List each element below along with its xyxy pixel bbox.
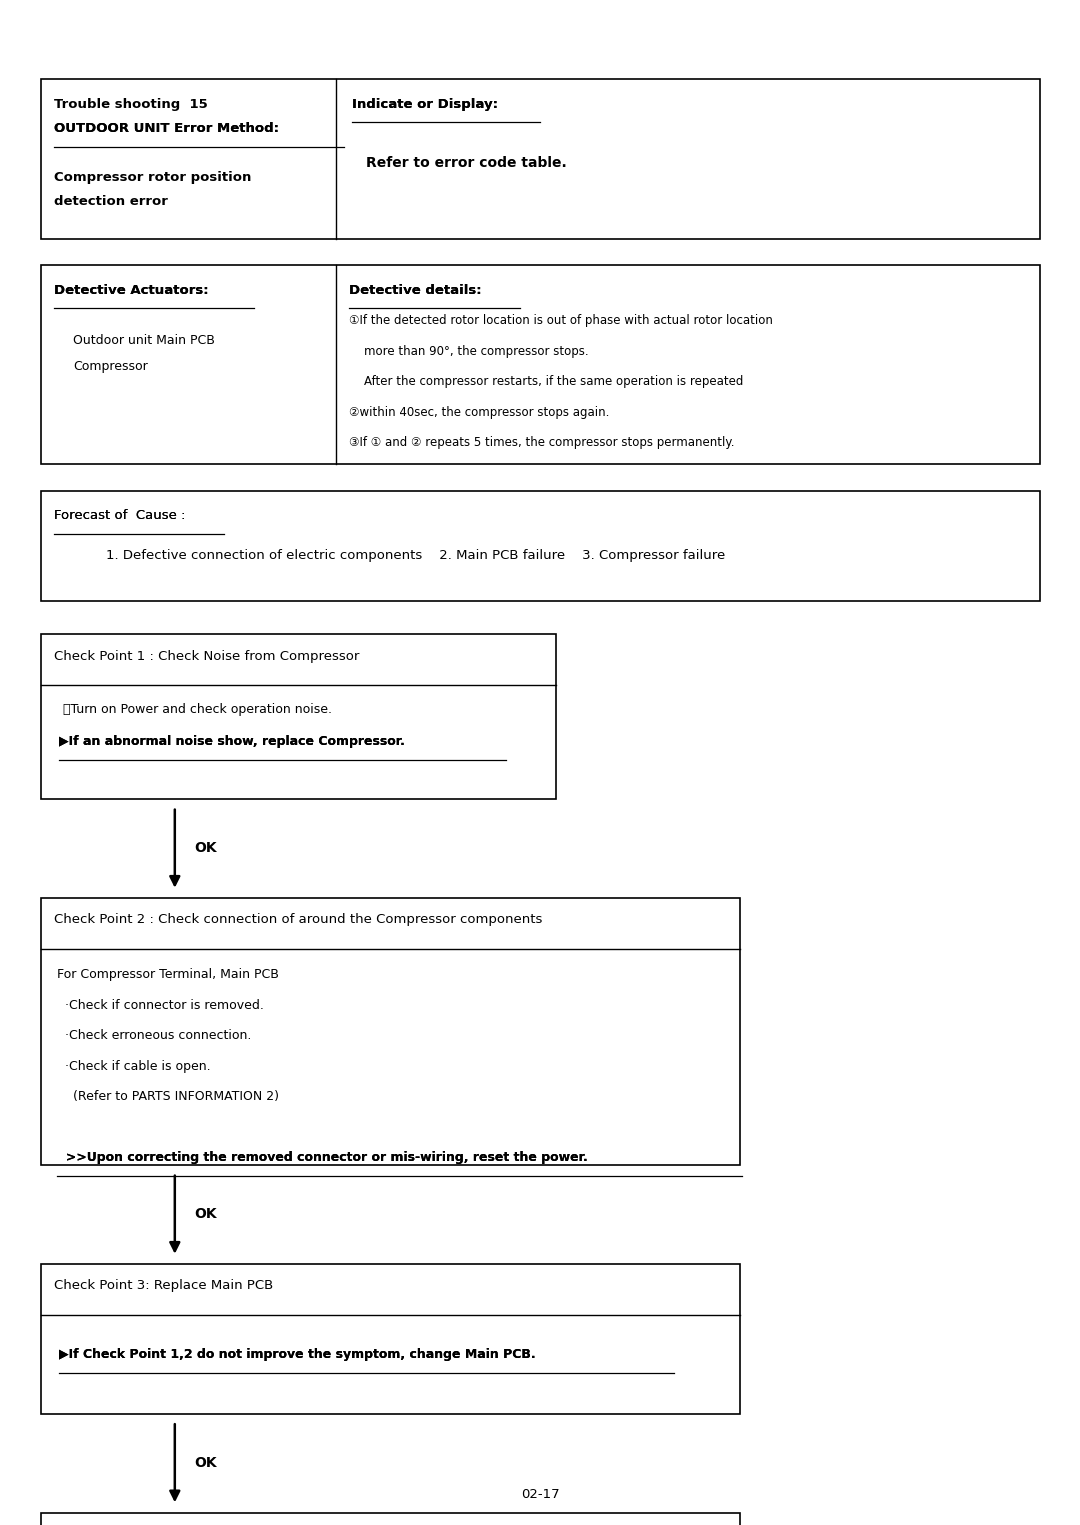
Text: ·Check if connector is removed.: ·Check if connector is removed.: [57, 999, 265, 1013]
Text: (Refer to PARTS INFORMATION 2): (Refer to PARTS INFORMATION 2): [57, 1090, 280, 1104]
Text: ·Check erroneous connection.: ·Check erroneous connection.: [57, 1029, 252, 1043]
Text: Check Point 2 : Check connection of around the Compressor components: Check Point 2 : Check connection of arou…: [54, 913, 542, 927]
Text: ③If ① and ② repeats 5 times, the compressor stops permanently.: ③If ① and ② repeats 5 times, the compres…: [349, 436, 734, 450]
Text: OUTDOOR UNIT Error Method:: OUTDOOR UNIT Error Method:: [54, 122, 279, 136]
Bar: [41, 898, 741, 1165]
Text: OK: OK: [194, 1455, 217, 1470]
Text: >>Upon correcting the removed connector or mis-wiring, reset the power.: >>Upon correcting the removed connector …: [57, 1151, 588, 1165]
Text: ▶If Check Point 1,2 do not improve the symptom, change Main PCB.: ▶If Check Point 1,2 do not improve the s…: [59, 1348, 536, 1362]
Text: Detective Actuators:: Detective Actuators:: [54, 284, 208, 297]
Text: Forecast of  Cause :: Forecast of Cause :: [54, 509, 186, 523]
Text: 02-17: 02-17: [521, 1488, 559, 1502]
Text: Refer to error code table.: Refer to error code table.: [366, 156, 567, 169]
Text: Compressor: Compressor: [73, 360, 148, 374]
Text: Indicate or Display:: Indicate or Display:: [352, 98, 498, 111]
Text: After the compressor restarts, if the same operation is repeated: After the compressor restarts, if the sa…: [349, 375, 743, 389]
Text: For Compressor Terminal, Main PCB: For Compressor Terminal, Main PCB: [57, 968, 279, 982]
Text: Detective details:: Detective details:: [349, 284, 482, 297]
Text: Indicate or Display:: Indicate or Display:: [352, 98, 498, 111]
Text: Trouble shooting  15: Trouble shooting 15: [54, 98, 207, 111]
Bar: [41, 1264, 741, 1414]
Text: Detective details:: Detective details:: [349, 284, 482, 297]
Text: ·Check if cable is open.: ·Check if cable is open.: [57, 1060, 211, 1074]
Text: ▶If an abnormal noise show, replace Compressor.: ▶If an abnormal noise show, replace Comp…: [59, 735, 405, 749]
Text: Outdoor unit Main PCB: Outdoor unit Main PCB: [73, 334, 215, 348]
Bar: [41, 1513, 741, 1525]
Text: ②within 40sec, the compressor stops again.: ②within 40sec, the compressor stops agai…: [349, 406, 609, 419]
Bar: [41, 491, 1040, 601]
Text: ・Turn on Power and check operation noise.: ・Turn on Power and check operation noise…: [63, 703, 332, 717]
Text: OK: OK: [194, 842, 217, 856]
Text: Check Point 1 : Check Noise from Compressor: Check Point 1 : Check Noise from Compres…: [54, 650, 360, 663]
Text: more than 90°, the compressor stops.: more than 90°, the compressor stops.: [349, 345, 589, 358]
Text: 1. Defective connection of electric components    2. Main PCB failure    3. Comp: 1. Defective connection of electric comp…: [106, 549, 725, 563]
Text: Forecast of  Cause :: Forecast of Cause :: [54, 509, 186, 523]
Bar: [41, 265, 1040, 464]
Text: ①If the detected rotor location is out of phase with actual rotor location: ①If the detected rotor location is out o…: [349, 314, 772, 328]
Text: Check Point 3: Replace Main PCB: Check Point 3: Replace Main PCB: [54, 1279, 273, 1293]
Text: OUTDOOR UNIT Error Method:: OUTDOOR UNIT Error Method:: [54, 122, 279, 136]
Text: Detective Actuators:: Detective Actuators:: [54, 284, 208, 297]
Text: ▶If an abnormal noise show, replace Compressor.: ▶If an abnormal noise show, replace Comp…: [59, 735, 405, 749]
Text: OK: OK: [194, 1208, 217, 1222]
Text: Compressor rotor position: Compressor rotor position: [54, 171, 252, 185]
Bar: [41, 634, 555, 799]
Bar: [41, 79, 1040, 239]
Text: ▶If Check Point 1,2 do not improve the symptom, change Main PCB.: ▶If Check Point 1,2 do not improve the s…: [59, 1348, 536, 1362]
Text: detection error: detection error: [54, 195, 167, 209]
Text: >>Upon correcting the removed connector or mis-wiring, reset the power.: >>Upon correcting the removed connector …: [57, 1151, 588, 1165]
